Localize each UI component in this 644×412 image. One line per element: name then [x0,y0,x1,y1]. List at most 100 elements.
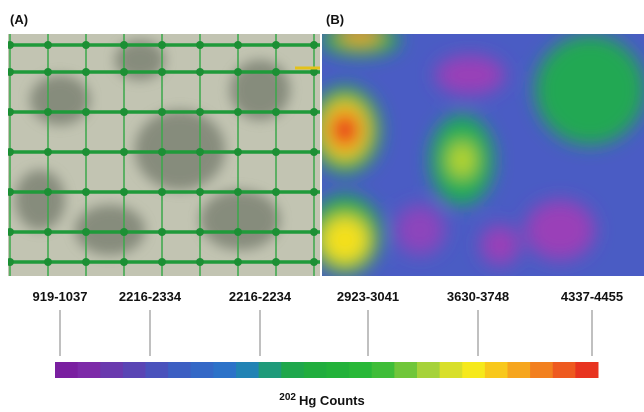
node [196,108,204,116]
node [272,148,280,156]
colorbar-segment [575,362,599,378]
node [234,148,242,156]
node [234,108,242,116]
colorbar-segment [258,362,282,378]
node [82,258,90,266]
colorbar-segment [145,362,169,378]
range-label: 919-1037 [33,289,88,304]
node [234,68,242,76]
node [44,68,52,76]
colorbar-segment [303,362,327,378]
node [158,258,166,266]
colorbar-segment [371,362,395,378]
node [44,148,52,156]
node [158,148,166,156]
node [310,68,318,76]
node [158,228,166,236]
node [272,258,280,266]
colorbar-segment [281,362,305,378]
node [8,41,14,49]
node [82,148,90,156]
node [196,148,204,156]
node [82,68,90,76]
range-label: 3630-3748 [447,289,509,304]
node [272,188,280,196]
node [44,258,52,266]
colorbar-segment [213,362,237,378]
node [196,68,204,76]
node [234,228,242,236]
node [8,108,14,116]
node [82,228,90,236]
colorbar-segment [77,362,101,378]
colorbar-segment [484,362,508,378]
colorbar-segment [168,362,192,378]
node [44,188,52,196]
node [120,148,128,156]
colorbar-segment [55,362,79,378]
node [44,41,52,49]
superscript: 202 [279,392,296,403]
node [196,258,204,266]
range-label: 2216-2334 [119,289,182,304]
colorbar-segment [439,362,463,378]
heatmap-blobs [322,34,644,275]
node [234,258,242,266]
node [8,228,14,236]
colorbar-segment [417,362,441,378]
node [158,108,166,116]
colorbar-segment [394,362,418,378]
node [44,228,52,236]
node [310,258,318,266]
node [196,228,204,236]
node [272,228,280,236]
colorbar-segment [507,362,531,378]
node [158,68,166,76]
panel-label: (A) [10,12,28,27]
node [196,188,204,196]
panel-label: (B) [326,12,344,27]
node [82,188,90,196]
node [120,228,128,236]
node [310,108,318,116]
node [234,41,242,49]
node [272,68,280,76]
node [120,68,128,76]
node [234,188,242,196]
node [310,188,318,196]
title-text: Hg Counts [299,393,365,408]
colorbar-segment [236,362,260,378]
colorbar-segment [462,362,486,378]
colorbar-segment [349,362,373,378]
heatmap [322,34,644,276]
colorbar-segment [122,362,146,378]
node [8,258,14,266]
node [272,108,280,116]
colorbar-segment [552,362,576,378]
node [310,228,318,236]
node [158,188,166,196]
node [196,41,204,49]
node [44,108,52,116]
node [120,41,128,49]
node [120,258,128,266]
colorbar-segment [100,362,124,378]
node [8,188,14,196]
colorbar-segment [326,362,350,378]
range-label: 2923-3041 [337,289,399,304]
micrograph [8,34,320,276]
node [158,41,166,49]
node [82,108,90,116]
node [8,68,14,76]
dark-patches [15,40,290,255]
node [120,188,128,196]
range-label: 2216-2234 [229,289,292,304]
node [8,148,14,156]
colorbar-segment [190,362,214,378]
colorbar-segment [530,362,554,378]
node [310,41,318,49]
node [120,108,128,116]
node [82,41,90,49]
node [310,148,318,156]
